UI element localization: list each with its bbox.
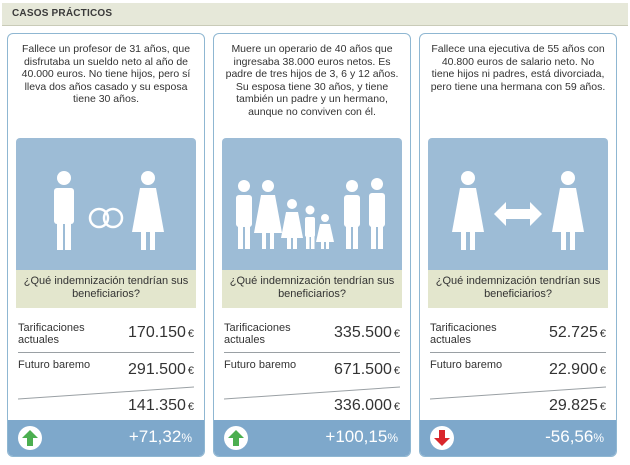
percent-symbol: % (181, 431, 192, 445)
currency-symbol: € (187, 401, 194, 413)
result-footer: -56,56% (420, 420, 616, 456)
section-title: CASOS PRÁCTICOS (12, 8, 113, 19)
percent-change: +71,32% (129, 427, 192, 447)
up-arrow-icon (18, 426, 42, 450)
wife-figure-head (262, 180, 274, 192)
case-description: Fallece un profesor de 31 años, que disf… (21, 43, 191, 105)
future-value: 291.500 (128, 361, 186, 378)
percent-value: +71,32 (128, 427, 182, 446)
divider (430, 352, 606, 353)
question-box: ¿Qué indemnización tendrían sus benefici… (222, 270, 402, 308)
currency-symbol: € (187, 328, 194, 340)
current-value: 170.150 (128, 324, 186, 341)
future-value: 22.900 (548, 361, 598, 378)
percent-value: +100,15 (325, 427, 388, 446)
future-label: Futuro baremo (18, 359, 91, 371)
man-figure-body (54, 188, 74, 224)
slant-divider (430, 386, 606, 400)
double-arrow-icon (494, 202, 542, 226)
future-label: Futuro baremo (224, 359, 297, 371)
difference-value: 336.000 (334, 397, 392, 414)
case-description: Fallece una ejecutiva de 55 años con 40.… (430, 43, 606, 93)
slant-divider (18, 386, 194, 400)
child-figure-head (321, 214, 329, 222)
divider (224, 352, 400, 353)
difference-value-wrap: 141.350 € (128, 397, 194, 415)
future-label: Futuro baremo (430, 359, 503, 371)
future-value-wrap: 671.500 € (334, 361, 400, 379)
woman-figure-head (561, 171, 575, 185)
current-value-wrap: 335.500 € (334, 324, 400, 342)
slant-divider (224, 386, 400, 400)
currency-symbol: € (599, 365, 606, 377)
up-arrow-icon (224, 426, 248, 450)
woman-figure-head (461, 171, 475, 185)
current-value: 335.500 (334, 324, 392, 341)
current-label: Tarificaciones actuales (430, 322, 497, 346)
current-value-wrap: 170.150 € (128, 324, 194, 342)
difference-value: 141.350 (128, 397, 186, 414)
divider (18, 352, 194, 353)
currency-symbol: € (599, 328, 606, 340)
percent-symbol: % (593, 431, 604, 445)
brother-figure-head (371, 178, 383, 190)
woman-figure-dress (132, 188, 164, 232)
future-value-wrap: 291.500 € (128, 361, 194, 379)
child-figure-head (305, 205, 315, 215)
currency-symbol: € (393, 328, 400, 340)
percent-change: +100,15% (325, 427, 398, 447)
currency-symbol: € (599, 401, 606, 413)
result-footer: +100,15% (214, 420, 410, 456)
difference-value-wrap: 336.000 € (334, 397, 400, 415)
father-figure-head (238, 180, 250, 192)
currency-symbol: € (187, 365, 194, 377)
current-value: 52.725 (548, 324, 598, 341)
case-description: Muere un operario de 40 años que ingresa… (225, 43, 399, 118)
difference-value: 29.825 (548, 397, 598, 414)
currency-symbol: € (393, 365, 400, 377)
woman-figure-head (141, 171, 155, 185)
case-card-2: Muere un operario de 40 años que ingresa… (213, 33, 411, 457)
child-figure-head (287, 199, 297, 209)
man-figure-head (57, 171, 71, 185)
difference-value-wrap: 29.825 € (549, 397, 606, 415)
current-value-wrap: 52.725 € (549, 324, 606, 342)
future-value: 671.500 (334, 361, 392, 378)
grandfather-figure-head (346, 180, 358, 192)
currency-symbol: € (393, 401, 400, 413)
wedding-ring-left-icon (88, 207, 110, 229)
current-label: Tarificaciones actuales (18, 322, 85, 346)
percent-symbol: % (387, 431, 398, 445)
percent-value: -56,56 (545, 427, 594, 446)
case-card-1: Fallece un profesor de 31 años, que disf… (7, 33, 205, 457)
question-box: ¿Qué indemnización tendrían sus benefici… (428, 270, 608, 308)
current-label: Tarificaciones actuales (224, 322, 291, 346)
future-value-wrap: 22.900 € (549, 361, 606, 379)
section-header: CASOS PRÁCTICOS (2, 3, 628, 26)
result-footer: +71,32% (8, 420, 204, 456)
case-card-3: Fallece una ejecutiva de 55 años con 40.… (419, 33, 617, 457)
wedding-ring-right-icon (102, 207, 124, 229)
down-arrow-icon (430, 426, 454, 450)
question-box: ¿Qué indemnización tendrían sus benefici… (16, 270, 196, 308)
percent-change: -56,56% (545, 427, 604, 447)
